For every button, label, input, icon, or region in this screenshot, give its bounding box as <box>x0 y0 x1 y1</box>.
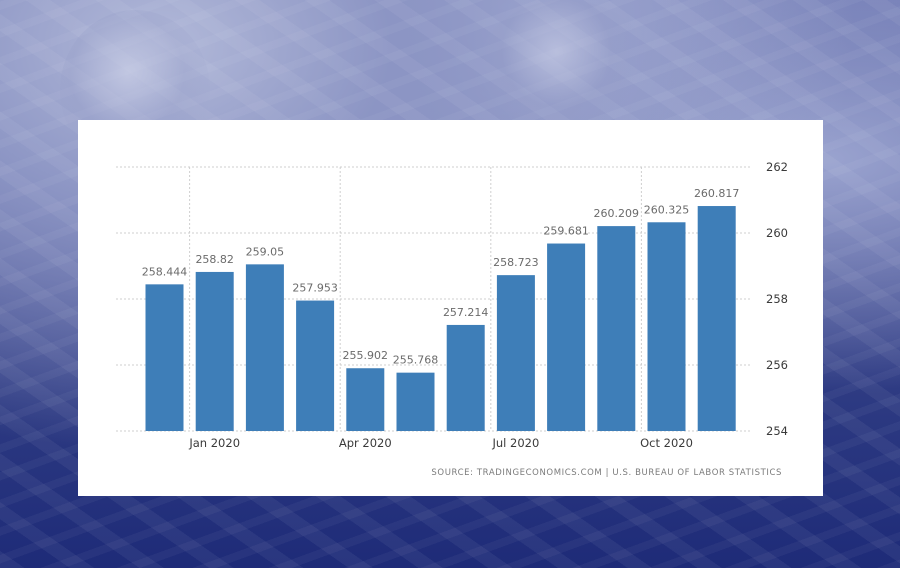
bar-value-label: 259.681 <box>543 225 589 238</box>
bar <box>647 222 686 431</box>
bar-value-label: 258.82 <box>195 253 234 266</box>
y-tick-label: 256 <box>766 358 788 372</box>
portrait-right <box>480 0 650 130</box>
bar-value-label: 259.05 <box>246 245 285 258</box>
bar-value-label: 255.902 <box>343 349 389 362</box>
bar <box>396 372 435 431</box>
bar <box>597 226 636 431</box>
bar <box>446 324 485 431</box>
bar <box>547 243 586 431</box>
bar-value-label: 258.723 <box>493 256 539 269</box>
x-tick-label: Jul 2020 <box>491 436 539 450</box>
bar <box>145 284 184 431</box>
bar-value-label: 255.768 <box>393 354 439 367</box>
y-tick-label: 260 <box>766 226 788 240</box>
x-tick-label: Jan 2020 <box>188 436 240 450</box>
bar <box>697 206 736 431</box>
bar <box>346 368 385 431</box>
y-tick-label: 254 <box>766 424 788 438</box>
y-tick-label: 258 <box>766 292 788 306</box>
bar-value-label: 260.325 <box>644 203 690 216</box>
x-tick-label: Apr 2020 <box>339 436 392 450</box>
bar <box>195 271 234 431</box>
x-tick-label: Oct 2020 <box>640 436 693 450</box>
bar-value-label: 260.209 <box>594 207 640 220</box>
source-label: SOURCE: TRADINGECONOMICS.COM | U.S. BURE… <box>431 468 782 478</box>
bar-value-label: 260.817 <box>694 187 740 200</box>
bar-value-label: 258.444 <box>142 265 188 278</box>
bar-value-label: 257.953 <box>292 282 338 295</box>
bar <box>245 264 284 431</box>
y-tick-label: 262 <box>766 160 788 174</box>
bar <box>496 275 535 431</box>
bar-value-label: 257.214 <box>443 306 489 319</box>
bar <box>296 300 335 431</box>
